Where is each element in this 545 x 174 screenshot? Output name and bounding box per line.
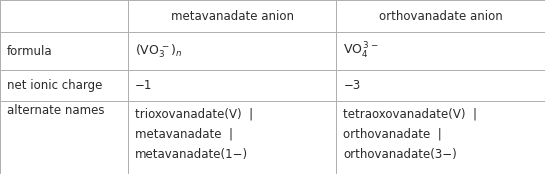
Text: −1: −1 [135, 79, 153, 92]
Text: −3: −3 [343, 79, 361, 92]
Text: orthovanadate  |: orthovanadate | [343, 128, 442, 141]
Text: trioxovanadate(V)  |: trioxovanadate(V) | [135, 108, 253, 121]
Text: alternate names: alternate names [7, 104, 105, 117]
Text: tetraoxovanadate(V)  |: tetraoxovanadate(V) | [343, 108, 477, 121]
Text: $\mathregular{VO}_4^{\,3-}$: $\mathregular{VO}_4^{\,3-}$ [343, 41, 379, 61]
Text: orthovanadate(3−): orthovanadate(3−) [343, 148, 457, 161]
Text: metavanadate anion: metavanadate anion [171, 10, 294, 23]
Text: formula: formula [7, 45, 53, 58]
Text: $(\mathregular{VO}_3^{\,−})_n$: $(\mathregular{VO}_3^{\,−})_n$ [135, 43, 183, 60]
Text: orthovanadate anion: orthovanadate anion [379, 10, 502, 23]
Text: metavanadate  |: metavanadate | [135, 128, 233, 141]
Text: net ionic charge: net ionic charge [7, 79, 102, 92]
Text: metavanadate(1−): metavanadate(1−) [135, 148, 249, 161]
